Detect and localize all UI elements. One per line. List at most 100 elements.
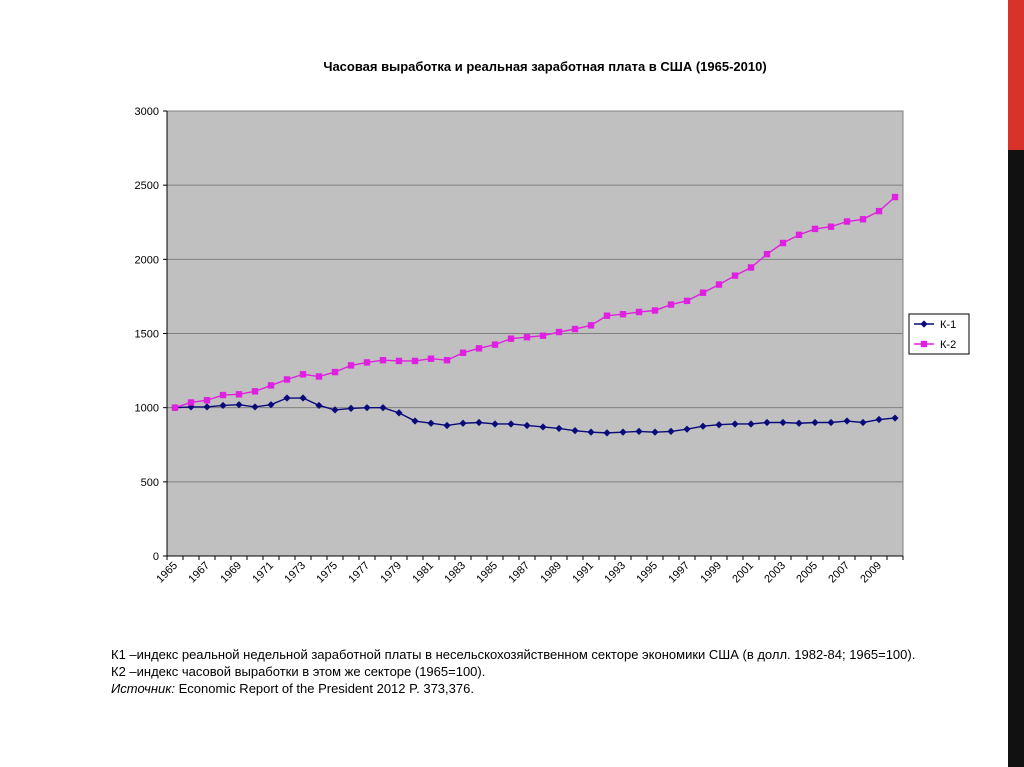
data-point-k2 bbox=[283, 376, 291, 383]
x-tick-label: 1987 bbox=[506, 560, 532, 586]
data-point-k2 bbox=[203, 397, 211, 404]
x-tick-label: 2001 bbox=[730, 560, 756, 586]
x-tick-label: 2005 bbox=[794, 560, 820, 586]
data-point-k2 bbox=[299, 371, 307, 378]
data-point-k1 bbox=[379, 404, 387, 412]
data-point-k2 bbox=[363, 359, 371, 366]
data-point-k2 bbox=[731, 272, 739, 279]
data-point-k2 bbox=[875, 207, 883, 215]
x-tick-label: 1999 bbox=[698, 560, 724, 586]
data-point-k2 bbox=[475, 345, 483, 352]
data-point-k1 bbox=[859, 418, 867, 427]
data-point-k2 bbox=[827, 223, 835, 230]
x-tick-label: 1989 bbox=[538, 560, 564, 586]
y-tick-label: 2500 bbox=[135, 180, 159, 192]
data-point-k1 bbox=[299, 394, 307, 402]
source-label: Источник: bbox=[111, 681, 175, 696]
x-tick-label: 2009 bbox=[858, 560, 884, 586]
data-point-k1 bbox=[651, 428, 659, 436]
data-point-k1 bbox=[395, 409, 403, 417]
y-tick-label: 3000 bbox=[135, 106, 159, 118]
x-tick-label: 1975 bbox=[314, 560, 340, 586]
data-point-k2 bbox=[443, 357, 451, 364]
series-line-k2 bbox=[174, 196, 896, 409]
data-point-k1 bbox=[699, 422, 707, 430]
legend-box bbox=[908, 313, 970, 355]
data-point-k2 bbox=[859, 216, 867, 223]
data-point-k1 bbox=[555, 424, 563, 433]
x-tick-label: 1995 bbox=[634, 560, 660, 586]
data-point-k1 bbox=[571, 427, 579, 435]
data-point-k2 bbox=[411, 357, 419, 365]
series bbox=[171, 193, 899, 437]
x-tick-label: 1985 bbox=[474, 560, 500, 586]
data-point-k2 bbox=[331, 368, 339, 376]
x-tick-label: 1967 bbox=[186, 560, 212, 586]
legend-marker bbox=[920, 340, 928, 348]
legend-label: К-1 bbox=[940, 319, 956, 331]
x-tick-label: 1997 bbox=[666, 560, 692, 586]
data-point-k1 bbox=[587, 428, 595, 436]
accent-bar-dark bbox=[1008, 150, 1024, 767]
data-point-k2 bbox=[539, 332, 547, 339]
x-tick-label: 2003 bbox=[762, 560, 788, 586]
data-point-k1 bbox=[827, 418, 835, 427]
data-point-k1 bbox=[539, 423, 547, 431]
data-point-k2 bbox=[683, 297, 691, 305]
source-text: Economic Report of the President 2012 P.… bbox=[175, 681, 474, 696]
data-point-k2 bbox=[651, 307, 659, 314]
grid bbox=[167, 184, 903, 483]
data-point-k2 bbox=[171, 404, 179, 411]
data-point-k2 bbox=[891, 193, 899, 201]
data-point-k2 bbox=[603, 312, 611, 319]
data-point-k1 bbox=[491, 420, 499, 428]
legend-label: К-2 bbox=[940, 339, 956, 351]
data-point-k1 bbox=[459, 419, 467, 427]
data-point-k2 bbox=[235, 391, 243, 398]
data-point-k2 bbox=[347, 362, 355, 369]
caption-k2: К2 –индекс часовой выработки в этом же с… bbox=[111, 664, 486, 679]
data-point-k2 bbox=[395, 357, 403, 365]
data-point-k2 bbox=[491, 341, 499, 348]
data-point-k2 bbox=[427, 355, 435, 362]
data-point-k1 bbox=[475, 418, 483, 427]
accent-bar-red bbox=[1008, 0, 1024, 150]
x-tick-label: 1977 bbox=[346, 560, 372, 586]
data-point-k2 bbox=[619, 311, 627, 318]
data-point-k1 bbox=[747, 420, 755, 428]
y-tick-label: 2000 bbox=[135, 254, 159, 266]
x-tick-label: 2007 bbox=[826, 560, 852, 586]
data-point-k2 bbox=[187, 399, 195, 406]
x-tick-label: 1991 bbox=[570, 560, 596, 586]
data-point-k2 bbox=[379, 357, 387, 364]
data-point-k1 bbox=[203, 403, 211, 411]
data-point-k1 bbox=[843, 417, 851, 425]
data-point-k2 bbox=[779, 239, 787, 247]
x-tick-label: 1979 bbox=[378, 560, 404, 586]
data-point-k2 bbox=[459, 349, 467, 356]
data-point-k2 bbox=[267, 382, 275, 389]
data-point-k1 bbox=[363, 404, 371, 412]
x-tick-label: 1965 bbox=[154, 560, 180, 586]
y-tick-label: 0 bbox=[153, 551, 159, 563]
data-point-k1 bbox=[715, 421, 723, 429]
data-point-k1 bbox=[331, 406, 339, 414]
data-point-k1 bbox=[811, 418, 819, 427]
data-point-k1 bbox=[283, 394, 291, 402]
data-point-k1 bbox=[619, 428, 627, 436]
data-point-k2 bbox=[811, 225, 819, 233]
data-point-k2 bbox=[251, 388, 259, 395]
data-point-k1 bbox=[635, 427, 643, 435]
data-point-k2 bbox=[555, 328, 563, 336]
data-point-k2 bbox=[635, 308, 643, 316]
y-tick-label: 500 bbox=[141, 477, 159, 489]
data-point-k1 bbox=[891, 414, 899, 422]
legend-marker bbox=[920, 320, 928, 328]
data-point-k2 bbox=[795, 231, 803, 239]
data-point-k1 bbox=[235, 401, 243, 409]
series-line-k1 bbox=[174, 397, 896, 434]
data-point-k2 bbox=[507, 335, 515, 342]
x-tick-label: 1983 bbox=[442, 560, 468, 586]
chart-title: Часовая выработка и реальная заработная … bbox=[323, 59, 766, 74]
data-point-k1 bbox=[603, 429, 611, 437]
